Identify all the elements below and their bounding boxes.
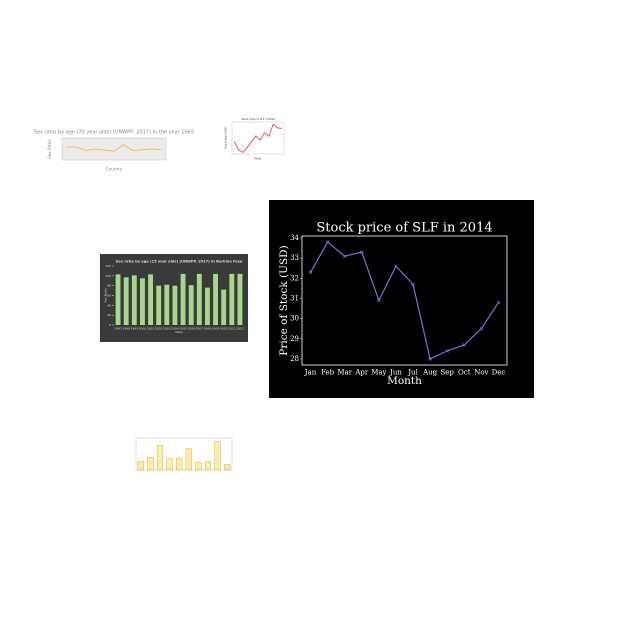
x-tick-label: 1999 bbox=[130, 326, 138, 330]
chart-title: Sex ratio by age (15 year olds) (UNWPP, … bbox=[116, 260, 243, 264]
y-tick-label: 60 bbox=[107, 294, 111, 298]
x-tick-label: 2001 bbox=[147, 326, 155, 330]
x-tick-label: Jul bbox=[407, 369, 418, 377]
bar bbox=[166, 458, 173, 471]
y-tick-label: 20 bbox=[107, 313, 111, 317]
bar bbox=[229, 273, 235, 325]
bar bbox=[156, 444, 164, 471]
bar bbox=[148, 274, 153, 325]
bar bbox=[221, 289, 227, 325]
bar bbox=[176, 457, 183, 471]
point-marker bbox=[445, 349, 449, 353]
bar bbox=[237, 273, 243, 325]
point-marker bbox=[479, 326, 484, 331]
y-tick-label: 31 bbox=[290, 294, 299, 302]
bar bbox=[123, 277, 129, 325]
bar bbox=[205, 287, 210, 325]
point-marker bbox=[428, 357, 432, 361]
plot-area bbox=[301, 235, 508, 366]
bar bbox=[164, 284, 170, 325]
y-tick-label: 30 bbox=[290, 315, 299, 323]
y-axis-label: Sex Ratio bbox=[104, 288, 108, 302]
x-tick-label: Jan bbox=[304, 369, 317, 377]
x-tick-label: 2004 bbox=[171, 326, 179, 330]
bar bbox=[156, 285, 162, 325]
y-tick-label: 120 bbox=[105, 264, 111, 268]
x-tick-label: Feb bbox=[321, 369, 335, 377]
x-tick-label: 2009 bbox=[212, 326, 220, 330]
x-tick-label: 2011 bbox=[228, 326, 236, 330]
x-tick-label: 1997 bbox=[114, 326, 122, 330]
y-tick-label: 34 bbox=[290, 234, 299, 242]
x-axis-label: Month bbox=[255, 158, 262, 161]
bar bbox=[224, 464, 231, 471]
y-axis-label: Price of Stock (USD) bbox=[224, 127, 227, 149]
x-tick-label: May bbox=[371, 369, 386, 377]
x-tick-label: 2005 bbox=[179, 326, 187, 330]
point-marker bbox=[325, 240, 330, 244]
x-tick-label: Apr bbox=[354, 369, 369, 377]
x-tick-label: Dec bbox=[492, 369, 506, 377]
plot-area bbox=[61, 137, 167, 161]
x-tick-label: 1998 bbox=[122, 326, 130, 330]
y-tick-label: 40 bbox=[107, 303, 111, 307]
bar bbox=[195, 461, 202, 471]
x-tick-label: 2008 bbox=[204, 326, 212, 330]
bar bbox=[213, 273, 218, 325]
chart-title: Stock price of SLF in 2014 bbox=[316, 221, 492, 236]
y-tick-label: 80 bbox=[107, 284, 111, 288]
point-marker bbox=[462, 343, 467, 347]
y-tick-label: 29 bbox=[290, 335, 299, 343]
point-marker bbox=[394, 264, 398, 269]
x-axis-label: Years bbox=[175, 330, 183, 334]
x-tick-label: 2010 bbox=[220, 326, 228, 330]
point-marker bbox=[496, 300, 501, 305]
bar bbox=[172, 285, 178, 325]
bar bbox=[188, 285, 194, 325]
x-tick-label: Jun bbox=[389, 369, 402, 377]
point-marker bbox=[360, 250, 364, 254]
point-marker bbox=[342, 254, 347, 258]
x-axis-label: Country bbox=[106, 167, 123, 172]
y-tick-label: 100 bbox=[105, 274, 111, 278]
x-tick-label: 2012 bbox=[236, 326, 244, 330]
x-tick-label: 2006 bbox=[187, 326, 195, 330]
bar bbox=[185, 448, 192, 471]
x-tick-label: 2003 bbox=[163, 326, 171, 330]
bar bbox=[204, 461, 212, 471]
point-marker bbox=[377, 298, 381, 303]
bar bbox=[214, 441, 221, 471]
x-tick-label: Oct bbox=[458, 369, 471, 377]
line bbox=[233, 123, 282, 153]
bar bbox=[147, 457, 154, 471]
y-axis-label: Sex Ratio bbox=[47, 139, 52, 159]
y-tick-label: 32 bbox=[290, 274, 299, 282]
x-tick-label: 2007 bbox=[195, 326, 203, 330]
x-tick-label: Mar bbox=[337, 369, 352, 377]
plot-area bbox=[135, 437, 233, 471]
bar bbox=[140, 278, 145, 325]
bar bbox=[196, 273, 202, 325]
bar bbox=[115, 274, 121, 325]
point-marker bbox=[308, 270, 313, 275]
chart-title: Sex ratio by age (70 year olds) (UNWPP, … bbox=[34, 130, 194, 136]
bar bbox=[180, 273, 186, 325]
x-tick-label: Sep bbox=[440, 369, 454, 377]
x-tick-label: Aug bbox=[422, 369, 438, 377]
x-tick-label: 2002 bbox=[155, 326, 163, 330]
chart-title: Stock price of SLF in 2014 bbox=[241, 117, 275, 121]
line bbox=[310, 241, 499, 360]
x-tick-label: Nov bbox=[474, 369, 488, 377]
bar bbox=[137, 461, 144, 471]
y-tick-label: 33 bbox=[290, 254, 299, 262]
x-axis-label: Month bbox=[387, 375, 422, 387]
x-tick-label: 2000 bbox=[139, 326, 147, 330]
y-axis-label: Price of Stock (USD) bbox=[278, 245, 290, 355]
point-marker bbox=[411, 282, 415, 287]
y-tick-label: 28 bbox=[290, 355, 299, 363]
bar bbox=[131, 275, 137, 325]
y-tick-label: 0 bbox=[109, 323, 111, 327]
line bbox=[66, 144, 162, 152]
